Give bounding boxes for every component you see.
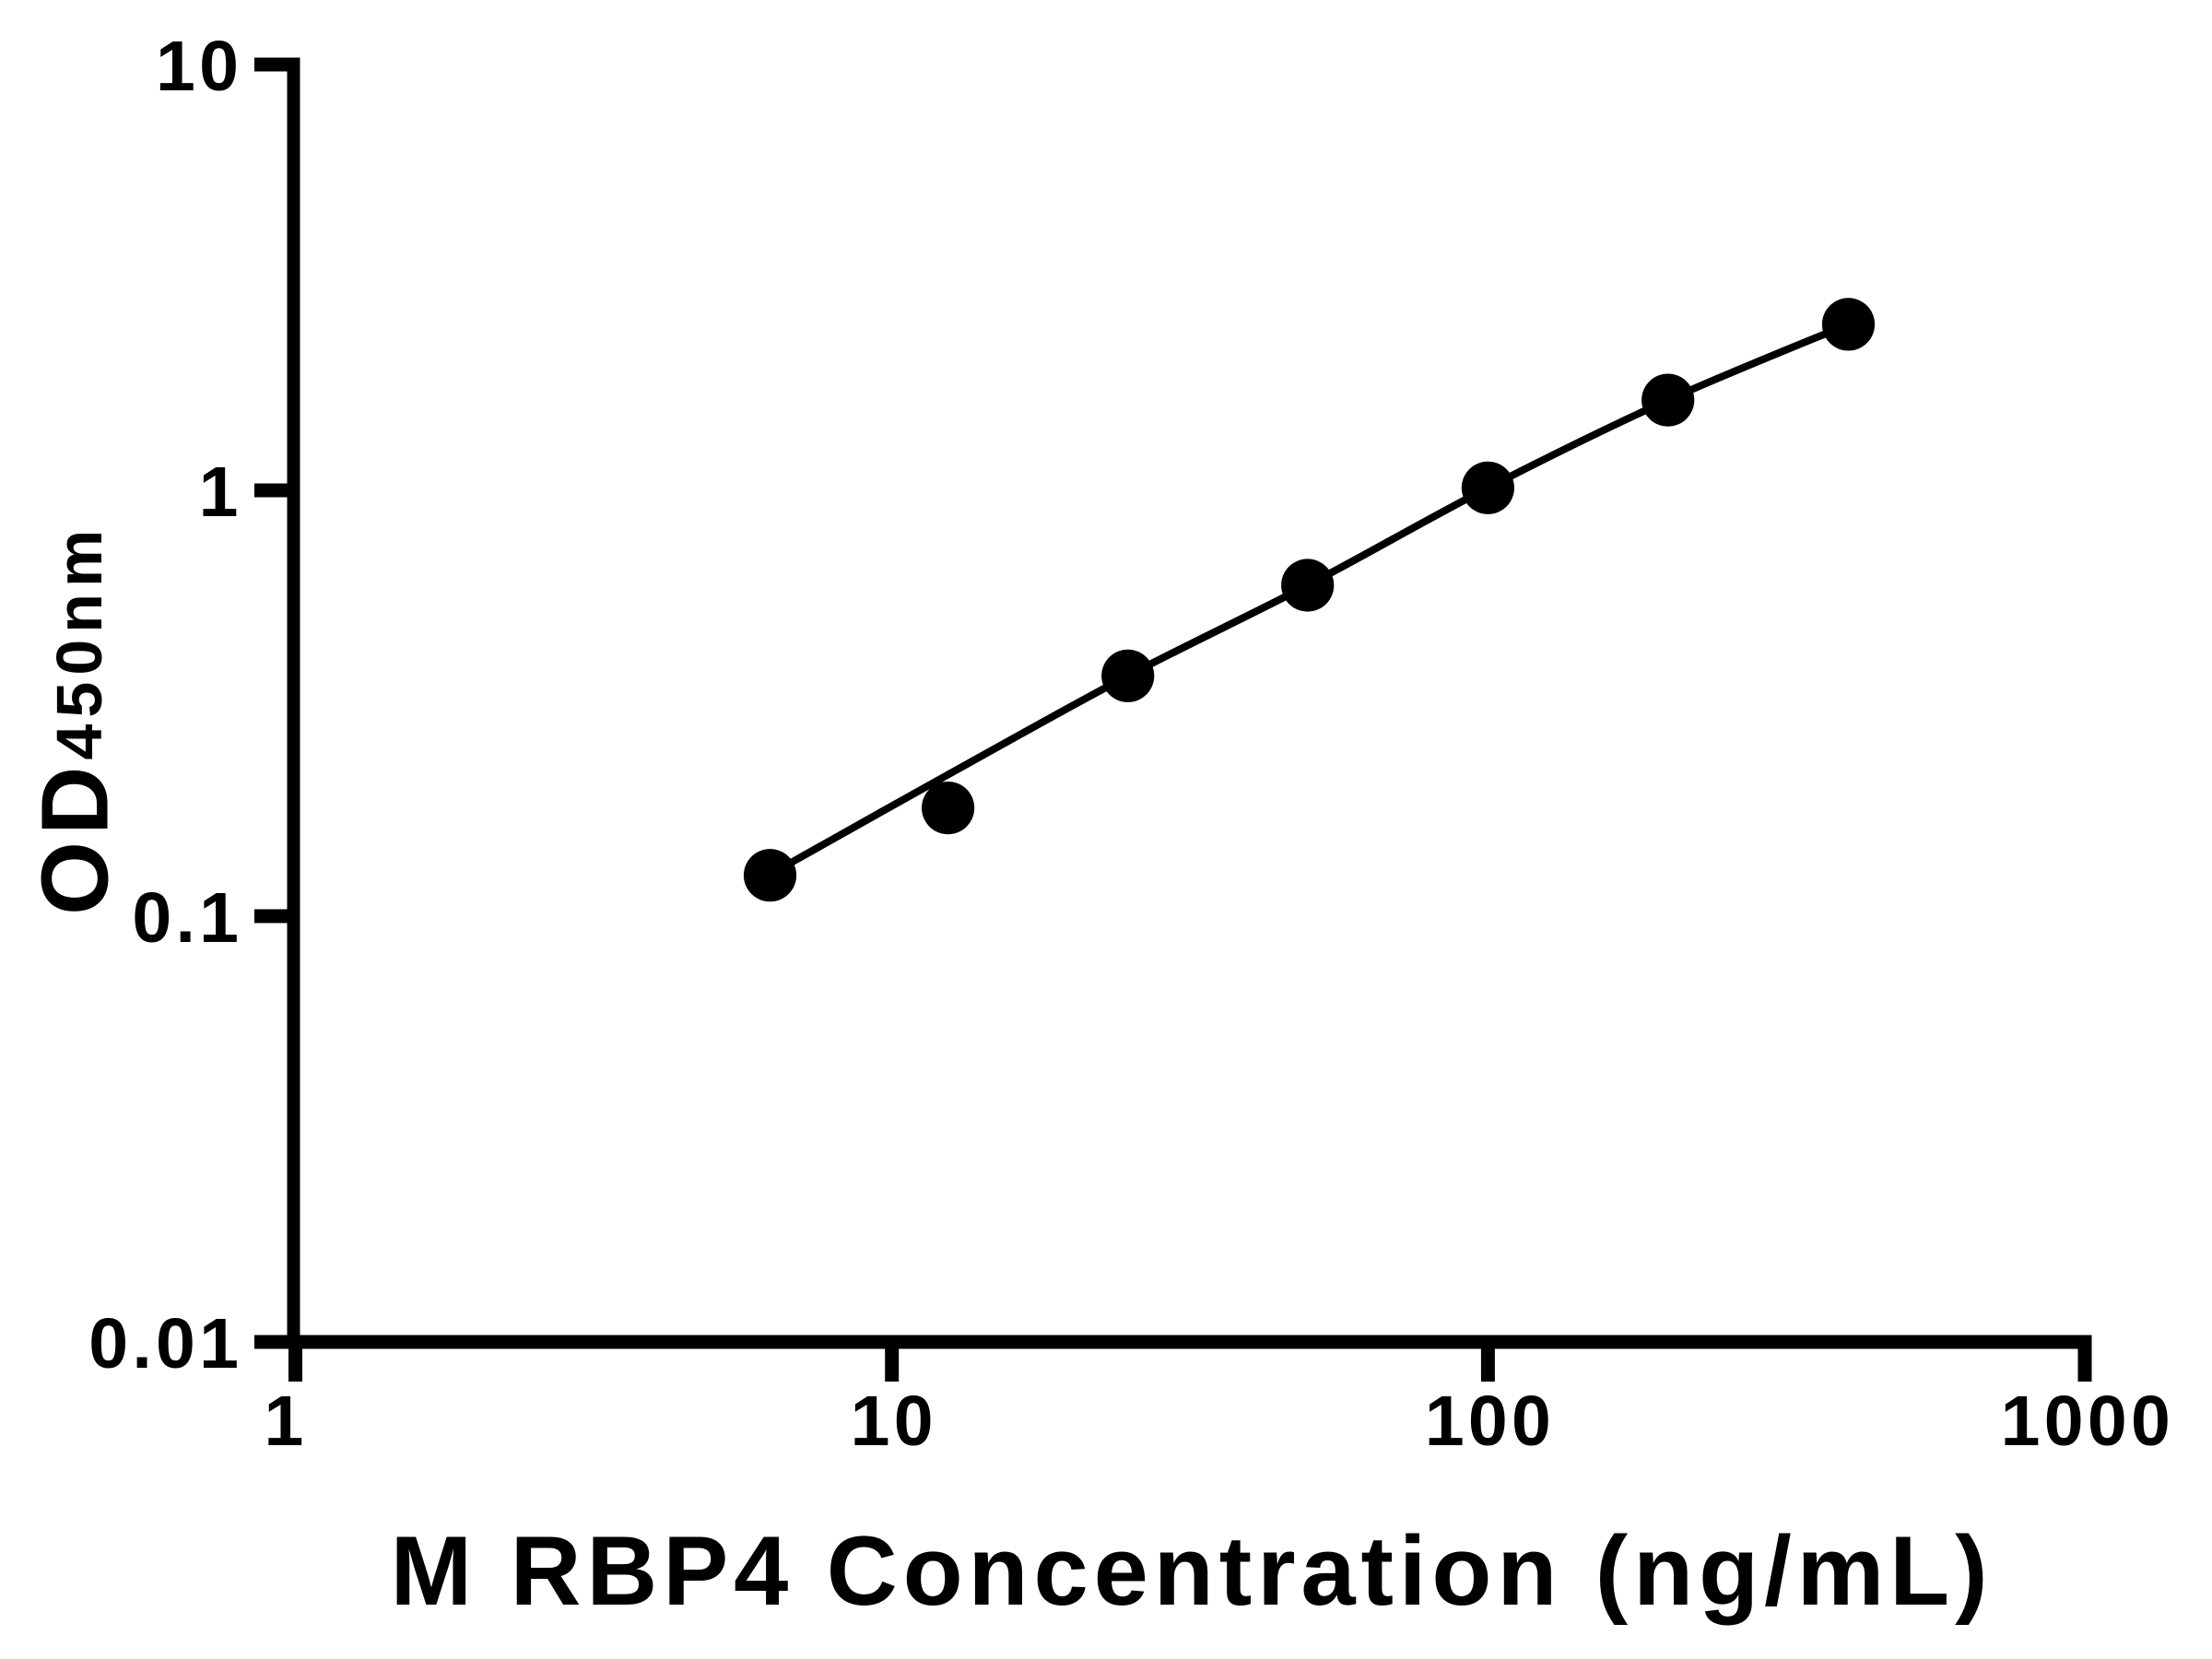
svg-text:0.1: 0.1 — [132, 878, 242, 958]
svg-text:100: 100 — [1425, 1382, 1555, 1461]
svg-text:1: 1 — [199, 453, 242, 532]
svg-text:10: 10 — [156, 27, 242, 106]
svg-text:10: 10 — [851, 1382, 937, 1461]
svg-text:1: 1 — [264, 1382, 307, 1461]
svg-text:1000: 1000 — [2001, 1382, 2175, 1461]
svg-text:0.01: 0.01 — [88, 1304, 242, 1383]
svg-text:M RBP4 Concentration (ng/mL): M RBP4 Concentration (ng/mL) — [391, 1516, 1994, 1626]
